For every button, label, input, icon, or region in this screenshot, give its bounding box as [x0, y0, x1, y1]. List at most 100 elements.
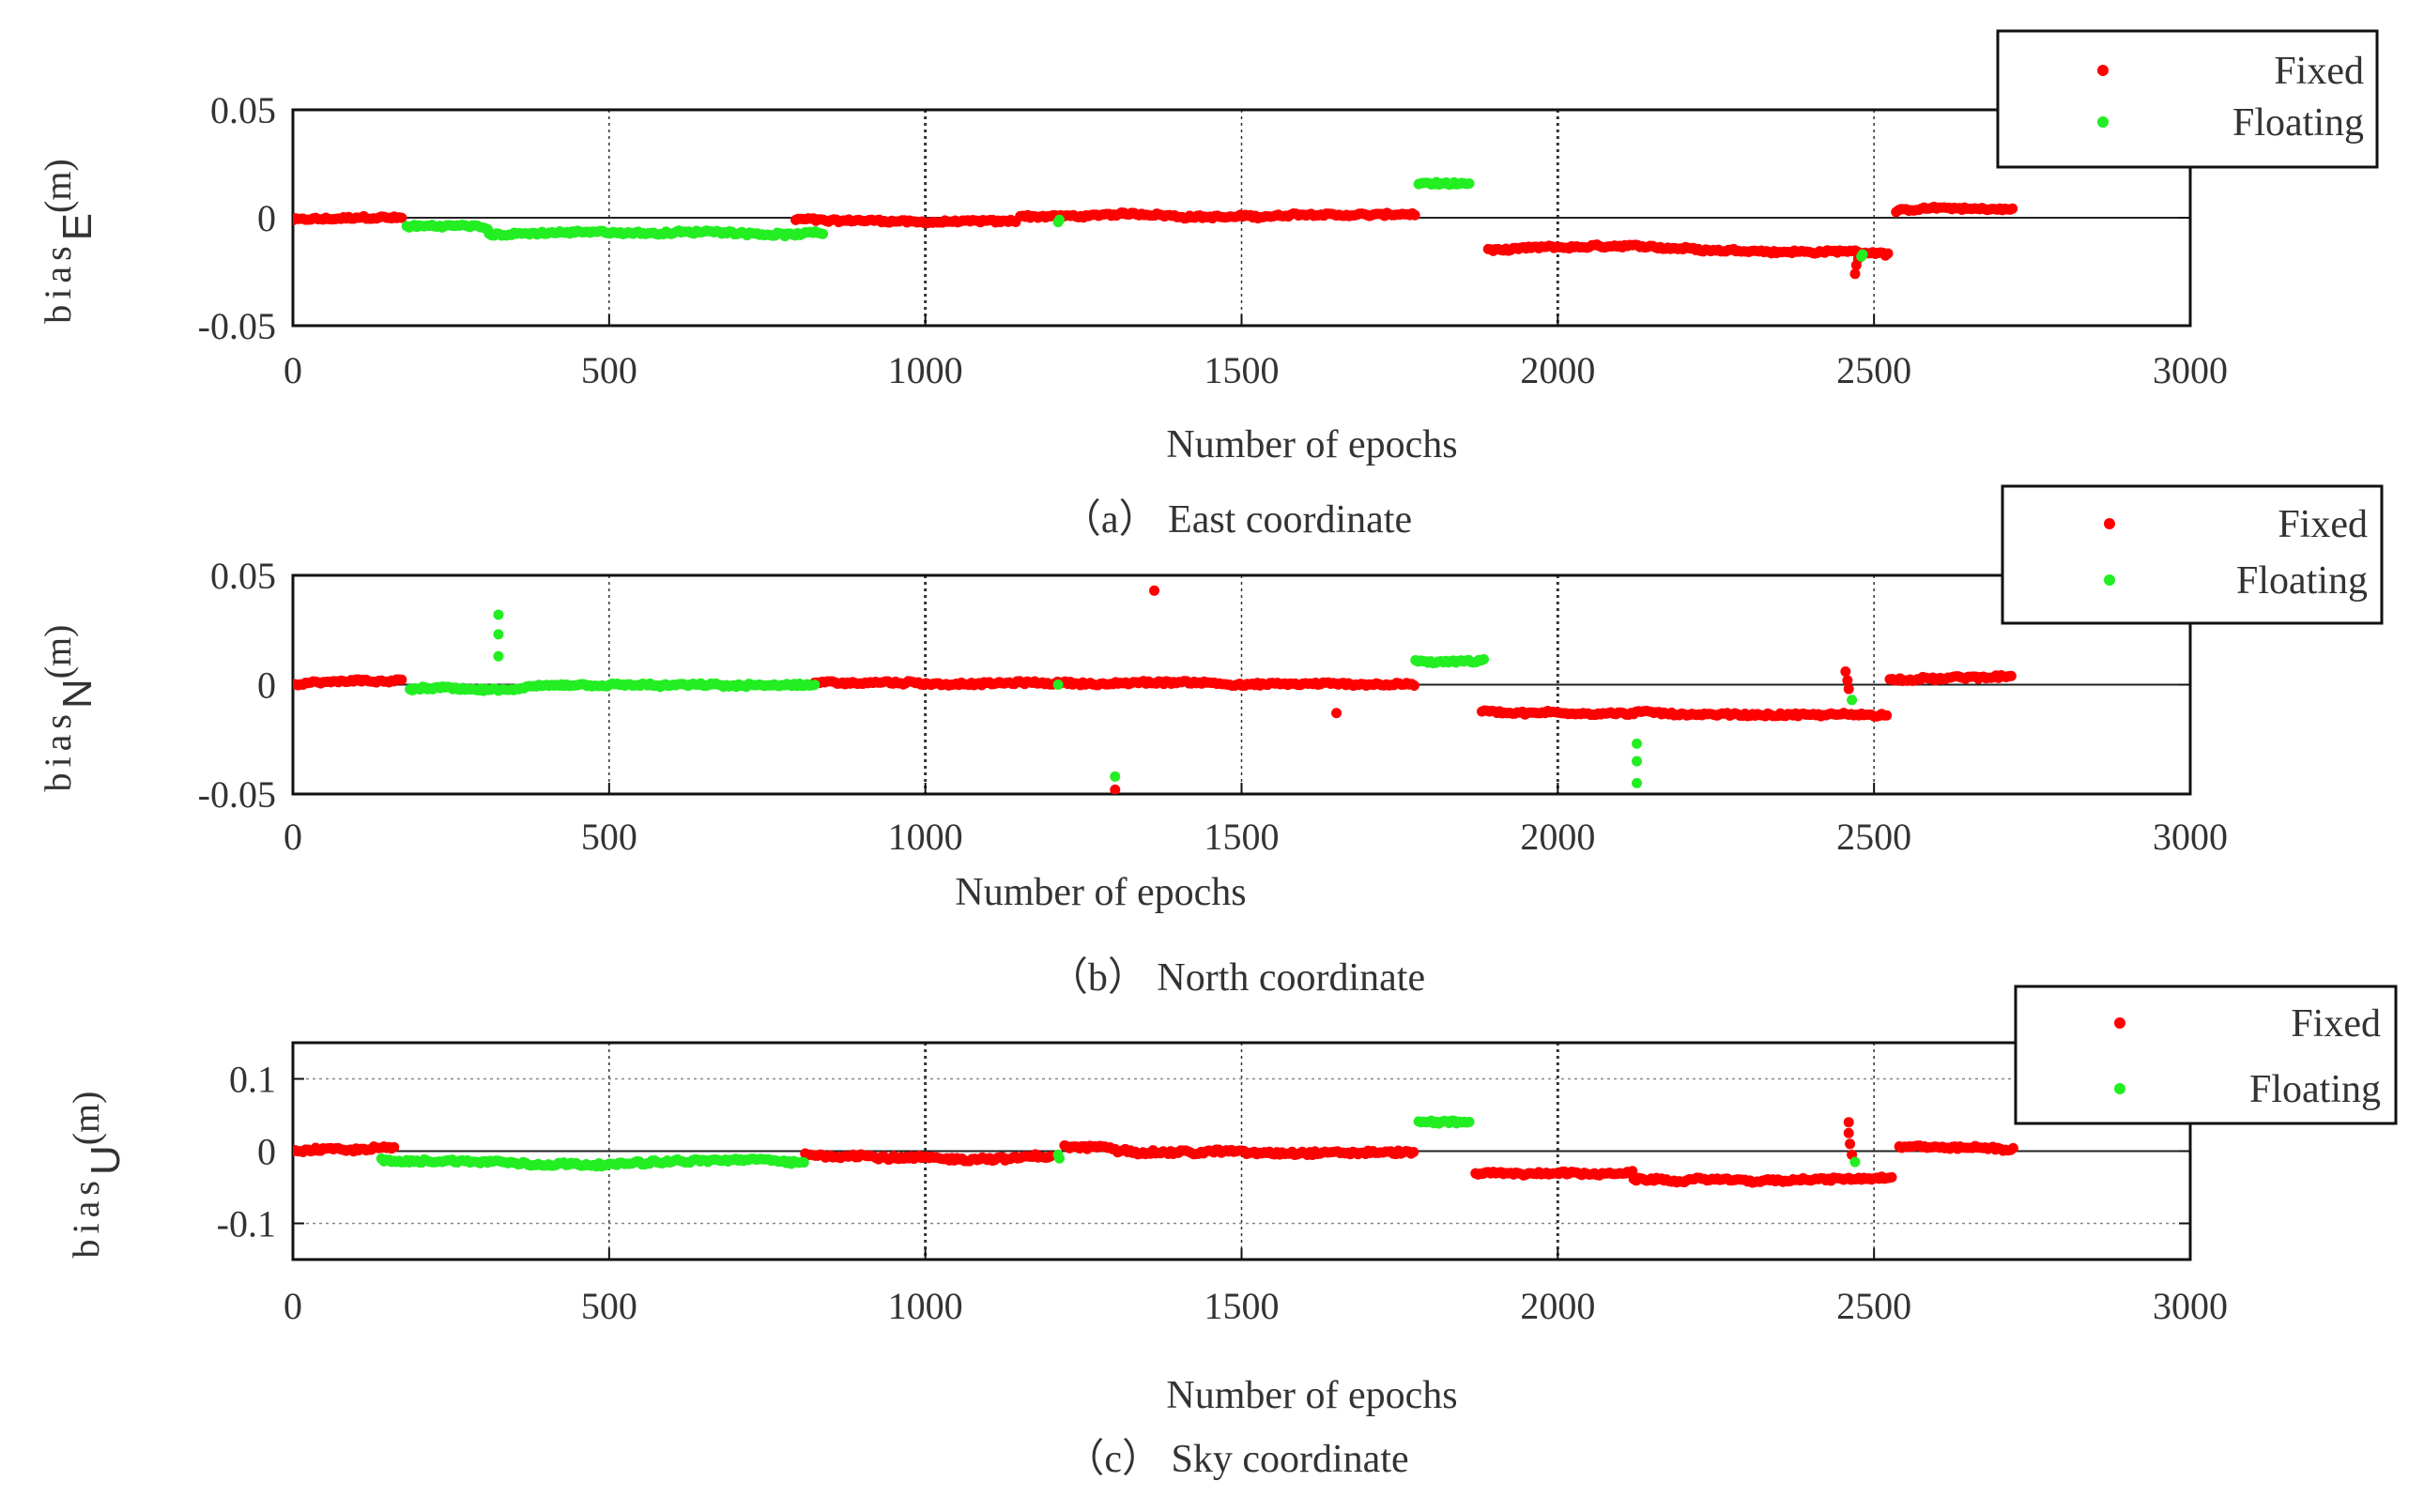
y-axis-label: biasE(m) [37, 159, 100, 324]
data-point [1053, 214, 1065, 225]
legend-marker-fixed [2097, 65, 2109, 76]
panel-c: 0 500 1000 1500 2000 2500 30000.10-0.1biasU(m)… [65, 985, 2398, 1481]
data-points [293, 585, 2017, 794]
x-tick-label: 500 [581, 1285, 637, 1327]
x-tick-label: 1000 [888, 349, 963, 391]
data-point [1881, 710, 1893, 721]
series-floating [376, 1115, 1861, 1172]
legend-label: Floating [2249, 1068, 2381, 1111]
panel-caption: （b） North coordinate [1049, 956, 1425, 1000]
data-point [1408, 1146, 1419, 1157]
legend-marker-floating [2097, 116, 2109, 128]
y-tick-label: 0.1 [229, 1059, 276, 1101]
panel-caption: （c） Sky coordinate [1065, 1438, 1408, 1481]
x-tick-label: 3000 [2153, 1285, 2228, 1327]
x-axis-label: Number of epochs [1166, 1374, 1457, 1417]
y-tick-label: 0 [257, 664, 276, 707]
data-point [1840, 666, 1851, 678]
x-tick-label: 3000 [2153, 816, 2228, 858]
data-point [1149, 585, 1160, 596]
data-point [1847, 695, 1858, 706]
x-tick-label: 1500 [1204, 816, 1280, 858]
x-tick-label: 2500 [1836, 1285, 1911, 1327]
y-label-unit: (m) [37, 625, 79, 680]
legend-label: Floating [2232, 101, 2364, 145]
x-axis-label: Number of epochs [955, 871, 1246, 914]
y-tick-label: 0 [257, 1131, 276, 1173]
data-point [809, 680, 821, 691]
y-tick-label: 0.05 [210, 89, 276, 131]
data-point [1849, 1156, 1861, 1168]
x-tick-label: 500 [581, 816, 637, 858]
legend-label: Fixed [2291, 1002, 2381, 1046]
data-points [293, 176, 2018, 280]
legend-marker-fixed [2114, 1017, 2125, 1029]
series-fixed [293, 201, 2018, 280]
data-point [389, 1141, 400, 1153]
data-point [1842, 675, 1853, 686]
data-point [798, 1156, 809, 1168]
panel-caption: （a） East coordinate [1062, 498, 1412, 542]
series-floating [401, 176, 1868, 262]
data-point [1843, 1117, 1854, 1128]
x-tick-label: 1500 [1204, 1285, 1280, 1327]
data-point [1110, 771, 1121, 782]
y-tick-label: -0.1 [217, 1203, 276, 1245]
x-axis-label: Number of epochs [1166, 423, 1457, 466]
legend-label: Fixed [2278, 503, 2368, 546]
legend-box [2001, 484, 2384, 625]
x-tick-label: 2500 [1836, 816, 1911, 858]
legend-label: Fixed [2274, 50, 2364, 93]
legend: Fixed Floating [2014, 985, 2398, 1125]
x-tick-label: 0 [284, 816, 302, 858]
data-point [1857, 249, 1868, 260]
x-tick-label: 500 [581, 349, 637, 391]
series-floating [405, 609, 1858, 788]
x-tick-label: 2500 [1836, 349, 1911, 391]
y-label-main: bias [65, 1175, 107, 1258]
data-point [396, 674, 407, 685]
data-point [1053, 1153, 1065, 1164]
x-tick-label: 3000 [2153, 349, 2228, 391]
panel-a: 0 500 1000 1500 2000 2500 30000.050-0.05biasE(… [37, 29, 2379, 542]
data-point [1627, 1166, 1638, 1177]
data-point [1052, 680, 1064, 690]
x-tick-label: 1000 [888, 1285, 963, 1327]
data-point [1632, 738, 1643, 749]
data-point [493, 609, 504, 620]
data-point [1479, 654, 1490, 665]
legend-marker-fixed [2104, 518, 2115, 529]
series-fixed [293, 1117, 2018, 1188]
y-label-subscript: N [54, 679, 100, 709]
data-point [2007, 203, 2018, 214]
data-point [1408, 680, 1419, 692]
data-point [1849, 268, 1861, 280]
y-tick-label: -0.05 [198, 773, 276, 816]
y-tick-label: 0 [257, 197, 276, 239]
legend-box [1996, 29, 2379, 169]
data-point [1886, 1171, 1897, 1183]
data-point [818, 228, 829, 239]
y-tick-label: -0.05 [198, 305, 276, 347]
y-label-subscript: U [83, 1145, 129, 1175]
data-point [493, 629, 504, 640]
data-point [1845, 1138, 1856, 1150]
legend-marker-floating [2114, 1083, 2125, 1094]
data-point [2005, 670, 2017, 681]
data-point [1464, 1116, 1475, 1127]
data-point [2007, 1142, 2018, 1153]
y-label-main: bias [37, 240, 79, 323]
x-tick-label: 1500 [1204, 349, 1280, 391]
data-point [493, 650, 504, 662]
x-tick-label: 2000 [1520, 349, 1595, 391]
y-label-subscript: E [54, 213, 100, 240]
legend-marker-floating [2104, 574, 2115, 586]
y-label-unit: (m) [65, 1092, 107, 1146]
y-tick-label: 0.05 [210, 555, 276, 597]
legend: Fixed Floating [1996, 29, 2379, 169]
x-tick-label: 1000 [888, 816, 963, 858]
legend: Fixed Floating [2001, 484, 2384, 625]
y-label-unit: (m) [37, 159, 79, 213]
x-tick-label: 2000 [1520, 1285, 1595, 1327]
